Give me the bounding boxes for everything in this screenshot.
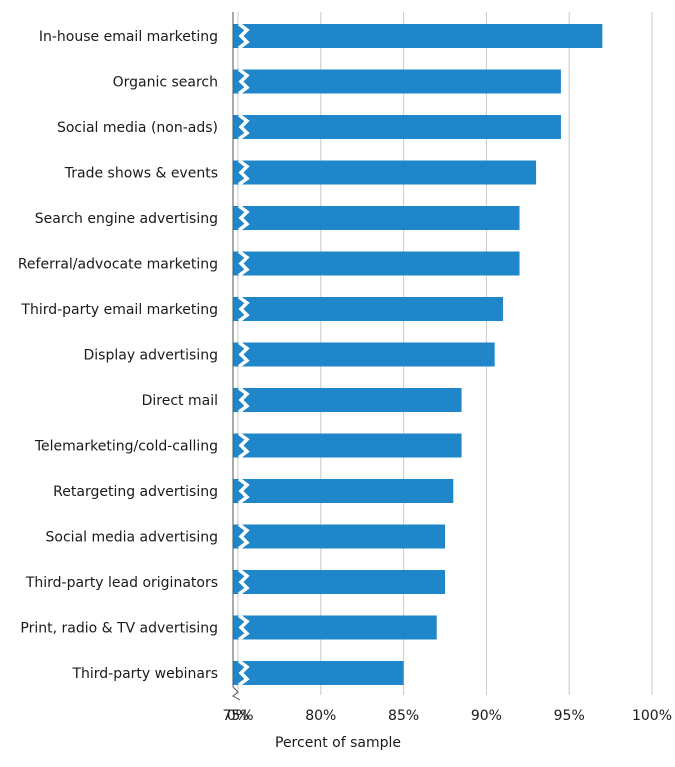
bar-break-mark [237,341,250,368]
bar [233,297,503,321]
category-label: Third-party webinars [71,666,218,682]
axis-break-mark [232,686,241,701]
category-label: In-house email marketing [39,29,218,45]
category-label: Referral/advocate marketing [18,257,218,273]
x-tick-label: 95% [554,708,585,724]
category-label: Telemarketing/cold-calling [34,439,218,455]
x-tick-label: 100% [632,708,672,724]
x-tick-label: 90% [471,708,502,724]
x-tick-label: 75% [222,708,253,724]
bar [233,388,462,412]
category-label: Search engine advertising [35,211,218,227]
bar-break-mark [237,22,250,50]
bar [233,479,454,503]
bar [233,342,495,367]
bar [233,69,561,94]
bar [233,661,404,685]
bar [233,115,561,139]
bar-break-mark [237,477,250,505]
x-tick-label: 80% [305,708,336,724]
bar-break-mark [237,68,250,95]
category-label: Social media (non-ads) [57,120,218,136]
category-label: Direct mail [142,393,218,409]
bar [233,24,603,48]
category-label: Third-party email marketing [20,302,218,318]
bar-break-mark [237,386,250,414]
x-tick-label: 0% [227,708,249,724]
bar [233,251,520,276]
category-label: Social media advertising [46,530,218,546]
bar [233,615,437,640]
x-axis-label: Percent of sample [275,735,401,751]
category-label: Trade shows & events [64,166,218,182]
bars [233,22,603,687]
bar [233,160,537,185]
x-tick-label: 85% [388,708,419,724]
bar-break-mark [237,432,250,459]
x-axis: 0%75% 80% 85% 90% 95% 100% [222,12,672,724]
bar-break-mark [237,113,250,141]
bar [233,206,520,230]
category-labels: In-house email marketing Organic search So… [18,29,218,682]
category-label: Third-party lead originators [25,575,218,591]
bar-break-mark [237,295,250,323]
category-label: Retargeting advertising [53,484,218,500]
bar-break-mark [237,159,250,186]
category-label: Print, radio & TV advertising [20,621,218,637]
bar-break-mark [237,523,250,550]
bar-break-mark [237,614,250,641]
bar-break-mark [237,659,250,687]
bar-break-mark [237,568,250,596]
bar-break-mark [237,204,250,232]
category-label: Display advertising [84,348,219,364]
bar [233,433,462,458]
category-label: Organic search [113,75,218,91]
bar [233,570,445,594]
bar-break-mark [237,250,250,277]
bar [233,524,445,549]
